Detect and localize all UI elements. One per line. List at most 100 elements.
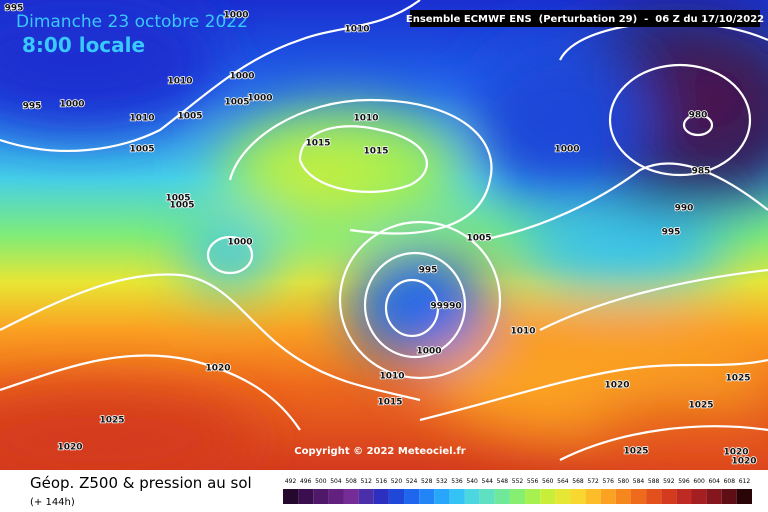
source-box bbox=[410, 10, 760, 27]
isobar-label: 1020 bbox=[723, 448, 748, 458]
legend-label: 532 bbox=[436, 478, 448, 485]
legend-label: 604 bbox=[708, 478, 720, 485]
legend-label: 592 bbox=[663, 478, 675, 485]
isobar-label: 985 bbox=[692, 167, 711, 177]
legend-swatch bbox=[661, 489, 677, 504]
legend-label: 576 bbox=[603, 478, 615, 485]
isobar-label: 1005 bbox=[466, 234, 491, 244]
legend-label: 548 bbox=[497, 478, 509, 485]
legend-swatch bbox=[313, 489, 329, 504]
isobar-label: 995 bbox=[662, 228, 681, 238]
legend-label: 556 bbox=[527, 478, 539, 485]
isobar-label: 1000 bbox=[59, 100, 84, 110]
legend-swatch bbox=[328, 489, 344, 504]
isobar-label: 1025 bbox=[623, 447, 648, 457]
isobar-label: 1010 bbox=[344, 25, 369, 35]
isobar-label: 1025 bbox=[725, 374, 750, 384]
legend-label: 612 bbox=[739, 478, 751, 485]
isobar-label: 1010 bbox=[379, 372, 404, 382]
isobar-label: 1025 bbox=[99, 416, 124, 426]
isobar-label: 1005 bbox=[169, 201, 194, 211]
legend-swatch bbox=[676, 489, 692, 504]
isobar-label: 1000 bbox=[416, 347, 441, 357]
legend-swatch bbox=[585, 489, 601, 504]
isobar-label: 1015 bbox=[363, 147, 388, 157]
legend-label: 492 bbox=[285, 478, 297, 485]
legend-swatch bbox=[388, 489, 405, 504]
isobar-label: 1020 bbox=[205, 364, 230, 374]
legend-swatch bbox=[479, 489, 495, 504]
legend-label: 508 bbox=[345, 478, 357, 485]
isobar-label: 1015 bbox=[377, 398, 402, 408]
isobar-label: 995 bbox=[23, 102, 42, 112]
legend-label: 596 bbox=[678, 478, 690, 485]
isobar-label: 1020 bbox=[57, 443, 82, 453]
legend-swatch bbox=[434, 489, 450, 504]
legend-swatch bbox=[540, 489, 556, 504]
legend-swatch bbox=[736, 489, 752, 504]
legend-label: 560 bbox=[542, 478, 554, 485]
isobar-label: 1005 bbox=[165, 194, 190, 204]
local-time: 8:00 locale bbox=[22, 33, 145, 57]
isobar-label: 1025 bbox=[688, 401, 713, 411]
legend-swatch bbox=[449, 489, 465, 504]
legend-label: 608 bbox=[724, 478, 736, 485]
legend-swatch bbox=[615, 489, 631, 504]
isobar-label: 1010 bbox=[353, 114, 378, 124]
isobar-label: 995 bbox=[5, 4, 24, 14]
legend-swatch bbox=[464, 489, 480, 504]
legend-swatch bbox=[298, 489, 314, 504]
legend-swatch bbox=[283, 489, 299, 504]
source: Ensemble ECMWF ENS (Perturbation 29) - 0… bbox=[406, 14, 764, 25]
legend-swatch bbox=[630, 489, 647, 504]
legend-swatch bbox=[646, 489, 662, 504]
legend-label: 572 bbox=[587, 478, 599, 485]
legend-label: 536 bbox=[451, 478, 463, 485]
isobar-label: 1000 bbox=[227, 238, 252, 248]
isobar-label: 1000 bbox=[229, 72, 254, 82]
legend-swatch bbox=[358, 489, 374, 504]
isobar-label: 1000 bbox=[223, 11, 248, 21]
isobar-label: 1000 bbox=[554, 145, 579, 155]
legend-swatch bbox=[600, 489, 616, 504]
footer-title: Géop. Z500 & pression au sol bbox=[30, 474, 252, 492]
legend-swatch bbox=[419, 489, 435, 504]
legend-label: 588 bbox=[648, 478, 660, 485]
legend-label: 568 bbox=[572, 478, 584, 485]
legend-label: 504 bbox=[330, 478, 342, 485]
isobar-label: 1010 bbox=[510, 327, 535, 337]
legend-label: 516 bbox=[376, 478, 388, 485]
isobar-label: 1000 bbox=[247, 94, 272, 104]
legend-swatch bbox=[494, 489, 510, 504]
legend-label: 500 bbox=[315, 478, 327, 485]
legend-swatch bbox=[525, 489, 541, 504]
isobar-label: 995 bbox=[419, 266, 438, 276]
legend-swatch bbox=[706, 489, 722, 504]
legend-swatch bbox=[404, 489, 420, 504]
copyright: Copyright © 2022 Meteociel.fr bbox=[294, 446, 465, 457]
isobar-label: 1020 bbox=[604, 381, 629, 391]
legend-label: 544 bbox=[482, 478, 494, 485]
legend-swatch bbox=[721, 489, 737, 504]
isobar-label: 99990 bbox=[430, 302, 461, 312]
legend-label: 528 bbox=[421, 478, 433, 485]
isobar-label: 980 bbox=[689, 111, 708, 121]
isobar-label: 1005 bbox=[129, 145, 154, 155]
isobar-label: 990 bbox=[675, 204, 694, 214]
legend-label: 580 bbox=[618, 478, 630, 485]
legend-label: 552 bbox=[512, 478, 524, 485]
legend-swatch bbox=[343, 489, 359, 504]
field bbox=[0, 0, 768, 470]
legend-label: 600 bbox=[693, 478, 705, 485]
isobar-label: 1010 bbox=[167, 77, 192, 87]
legend-swatch bbox=[509, 489, 526, 504]
legend-swatch bbox=[373, 489, 389, 504]
isobar-label: 1020 bbox=[731, 457, 756, 467]
legend-label: 564 bbox=[557, 478, 569, 485]
legend-swatch bbox=[570, 489, 586, 504]
legend-label: 524 bbox=[406, 478, 418, 485]
isobar-label: 1005 bbox=[224, 98, 249, 108]
isobar-label: 1010 bbox=[129, 114, 154, 124]
legend-label: 584 bbox=[633, 478, 645, 485]
